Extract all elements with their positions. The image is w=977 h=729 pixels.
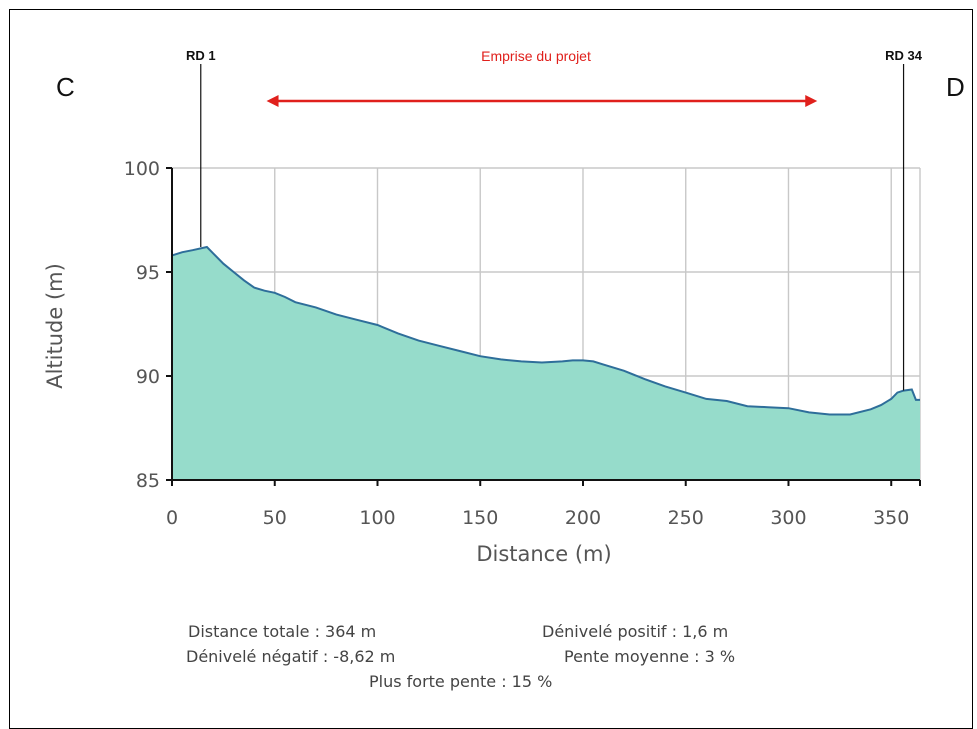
road-label: RD 1: [186, 48, 216, 63]
emprise-arrow-head-left: [266, 95, 279, 107]
emprise-label: Emprise du projet: [481, 48, 591, 64]
elevation-line: [171, 245, 920, 416]
x-axis-label: Distance (m): [476, 542, 611, 566]
y-tick-label: 85: [136, 470, 160, 492]
y-tick-label: 100: [124, 158, 160, 180]
stat-pente-moyenne: Pente moyenne : 3 %: [564, 647, 736, 666]
road-markers: RD 1 RD 34: [186, 48, 923, 391]
y-axis-label: Altitude (m): [43, 263, 67, 389]
stat-distance-totale: Distance totale : 364 m: [188, 622, 377, 641]
x-tick-label: 100: [359, 507, 395, 529]
x-tick-label: 50: [263, 507, 287, 529]
stat-plus-forte-pente: Plus forte pente : 15 %: [369, 672, 553, 691]
x-tick-label: 300: [770, 507, 806, 529]
x-tick-label: 200: [565, 507, 601, 529]
x-tick-label: 250: [668, 507, 704, 529]
y-tick-label: 90: [136, 366, 160, 388]
road-label: RD 34: [885, 48, 923, 63]
elevation-area: [172, 247, 920, 480]
emprise-arrow-head-right: [805, 95, 818, 107]
chart-axes: [166, 167, 921, 486]
stat-denivele-negatif: Dénivelé négatif : -8,62 m: [186, 647, 396, 666]
x-tick-label: 350: [873, 507, 909, 529]
corner-label-right: D: [946, 72, 965, 102]
y-tick-labels: 85 90 95 100: [124, 158, 160, 492]
elevation-profile-chart: C D Emprise du projet 0 50 100 150 200 250 300…: [43, 48, 965, 566]
x-tick-label: 0: [166, 507, 178, 529]
y-tick-label: 95: [136, 262, 160, 284]
emprise-arrow: [266, 95, 818, 107]
x-tick-labels: 0 50 100 150 200 250 300 350: [166, 507, 909, 529]
x-tick-label: 150: [462, 507, 498, 529]
stat-denivele-positif: Dénivelé positif : 1,6 m: [542, 622, 729, 641]
corner-label-left: C: [56, 72, 75, 102]
